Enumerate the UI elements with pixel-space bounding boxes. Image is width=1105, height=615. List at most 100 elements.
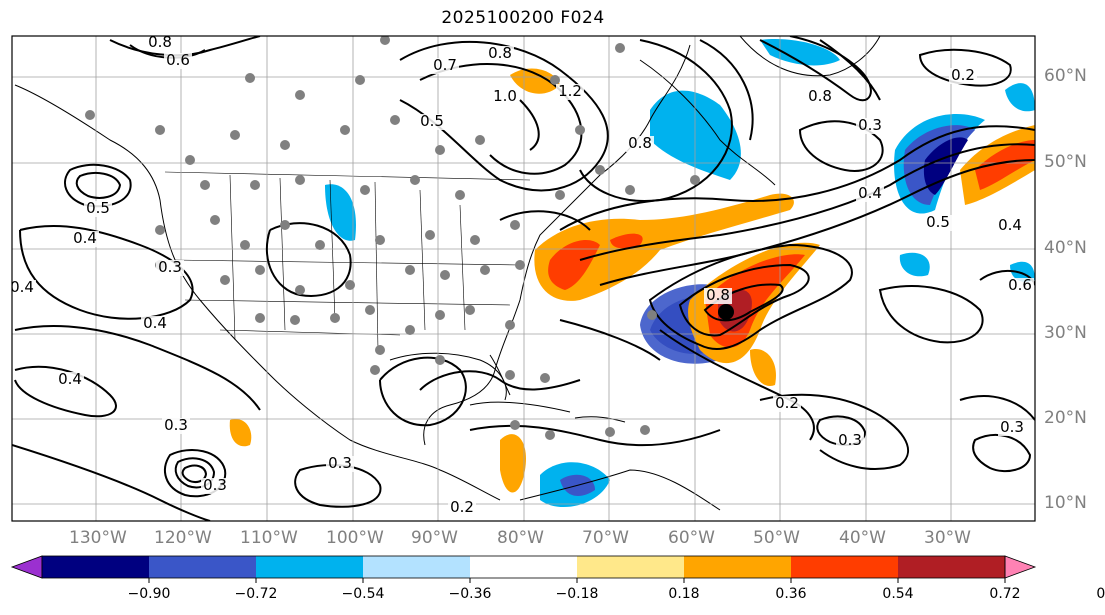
colorbar-segment bbox=[256, 556, 363, 578]
shade-blue-canada bbox=[650, 90, 741, 180]
station-dot bbox=[245, 73, 255, 83]
contour-label: 0.8 bbox=[808, 87, 832, 105]
station-dot bbox=[330, 313, 340, 323]
station-dot bbox=[425, 230, 435, 240]
station-markers bbox=[85, 36, 700, 440]
longitude-label: 70°W bbox=[582, 528, 629, 548]
colorbar-tick-label: −0.54 bbox=[341, 586, 385, 602]
station-dot bbox=[155, 125, 165, 135]
station-dot bbox=[345, 280, 355, 290]
contour-label: 0.6 bbox=[166, 51, 190, 69]
colorbar-extend-max bbox=[1004, 555, 1037, 579]
contour-label: 0.4 bbox=[998, 216, 1022, 234]
shade-blue-plains bbox=[325, 184, 356, 241]
contour-label-layer: 0.80.6 0.70.81.0 1.20.50.80.20.80.30.40.50… bbox=[10, 33, 1034, 516]
station-dot bbox=[210, 215, 220, 225]
station-dot bbox=[625, 185, 635, 195]
station-dot bbox=[295, 285, 305, 295]
shade-red-ne bbox=[975, 140, 1035, 190]
colorbar-tick-label: −0.36 bbox=[448, 586, 492, 602]
station-dot bbox=[185, 155, 195, 165]
station-dot bbox=[475, 135, 485, 145]
station-dot bbox=[435, 145, 445, 155]
shade-orange-caribbean bbox=[500, 434, 526, 493]
station-dot bbox=[515, 260, 525, 270]
contour-label: 0.3 bbox=[838, 431, 862, 449]
tropical-cyclone-center-marker bbox=[718, 304, 734, 320]
station-dot bbox=[550, 75, 560, 85]
latitude-label: 50°N bbox=[1044, 152, 1087, 172]
station-dot bbox=[690, 175, 700, 185]
contour-label: 0.3 bbox=[328, 454, 352, 472]
contour-label: 0.4 bbox=[58, 370, 82, 388]
contour-label: 0.8 bbox=[706, 286, 730, 304]
station-dot bbox=[510, 220, 520, 230]
contour-label: 0.4 bbox=[858, 184, 882, 202]
colorbar-tick-label: −0.90 bbox=[127, 586, 171, 602]
station-dot bbox=[455, 190, 465, 200]
station-dot bbox=[510, 420, 520, 430]
colorbar-segment bbox=[791, 556, 898, 578]
cuba bbox=[469, 401, 571, 413]
colorbar-tick-label: 0.72 bbox=[989, 586, 1021, 602]
station-dot bbox=[85, 110, 95, 120]
station-dot bbox=[615, 43, 625, 53]
map-frame bbox=[11, 35, 1036, 522]
shade-blue-ne-dark bbox=[923, 137, 968, 195]
shade-red-coast2 bbox=[610, 233, 643, 249]
colorbar-extend-min bbox=[10, 555, 43, 579]
longitude-label: 90°W bbox=[411, 528, 458, 548]
station-dot bbox=[470, 235, 480, 245]
colorbar-segment bbox=[684, 556, 791, 578]
shade-orange-quebec bbox=[510, 68, 560, 94]
station-dot bbox=[390, 115, 400, 125]
station-dot bbox=[545, 430, 555, 440]
station-dot bbox=[505, 370, 515, 380]
longitude-label: 40°W bbox=[839, 528, 886, 548]
longitude-label: 100°W bbox=[326, 528, 384, 548]
station-dot bbox=[255, 313, 265, 323]
station-dot bbox=[315, 240, 325, 250]
station-dot bbox=[375, 235, 385, 245]
station-dot bbox=[200, 180, 210, 190]
latitude-label: 40°N bbox=[1044, 238, 1087, 258]
station-dot bbox=[505, 320, 515, 330]
station-dot bbox=[435, 310, 445, 320]
shade-red-coast bbox=[548, 240, 600, 290]
contour-label: 0.6 bbox=[1008, 276, 1032, 294]
station-dot bbox=[255, 265, 265, 275]
shade-orange-pacific bbox=[229, 419, 252, 447]
shade-orange-se bbox=[750, 349, 776, 386]
colorbar-segment bbox=[363, 556, 470, 578]
longitude-label: 30°W bbox=[924, 528, 971, 548]
contour-label: 0.4 bbox=[10, 278, 34, 296]
shade-orange-coast bbox=[534, 193, 794, 301]
contour-label: 0.7 bbox=[433, 56, 457, 74]
station-dot bbox=[440, 270, 450, 280]
latitude-label: 10°N bbox=[1044, 493, 1087, 513]
station-dot bbox=[280, 140, 290, 150]
contour-label: 0.8 bbox=[628, 134, 652, 152]
florida bbox=[489, 354, 511, 396]
contour-label: 0.5 bbox=[86, 199, 110, 217]
station-dot bbox=[340, 125, 350, 135]
station-dot bbox=[640, 425, 650, 435]
latitude-label: 30°N bbox=[1044, 323, 1087, 343]
colorbar-tick-label: 0.90 bbox=[1096, 586, 1105, 602]
station-dot bbox=[370, 365, 380, 375]
contour-label: 0.8 bbox=[148, 33, 172, 51]
longitude-label: 60°W bbox=[668, 528, 715, 548]
colorbar-segment bbox=[898, 556, 1005, 578]
station-dot bbox=[480, 265, 490, 275]
labrador bbox=[639, 59, 776, 186]
station-dot bbox=[410, 175, 420, 185]
shade-blue-top-right bbox=[1005, 83, 1035, 112]
colorbar-segment bbox=[470, 556, 577, 578]
contour-label: 0.5 bbox=[420, 112, 444, 130]
station-dot bbox=[465, 305, 475, 315]
contour-label: 0.3 bbox=[203, 476, 227, 494]
station-dot bbox=[355, 75, 365, 85]
colorbar-segment bbox=[577, 556, 684, 578]
greenland bbox=[739, 36, 881, 77]
